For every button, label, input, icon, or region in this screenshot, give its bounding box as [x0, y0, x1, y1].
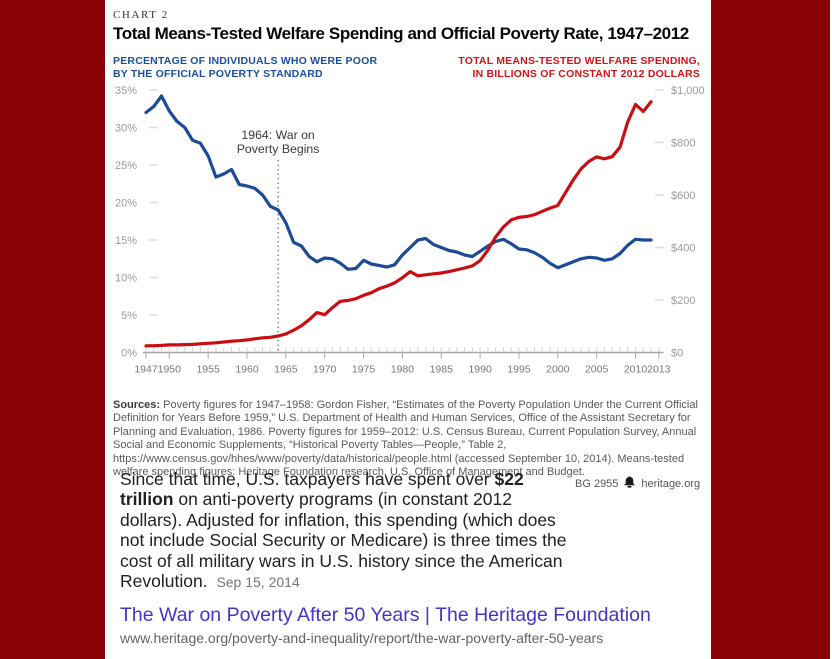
svg-text:30%: 30% [115, 122, 137, 134]
svg-text:2013: 2013 [647, 364, 671, 376]
snippet-bold: $22 trillion [120, 469, 524, 510]
result-link-title[interactable]: The War on Poverty After 50 Years | The … [120, 604, 651, 626]
chart-title: Total Means-Tested Welfare Spending and … [113, 24, 689, 43]
svg-text:20%: 20% [115, 197, 137, 209]
right-axis-header: TOTAL MEANS-TESTED WELFARE SPENDING, IN … [458, 55, 700, 81]
snippet-end: on anti-poverty programs (in constant 20… [120, 489, 567, 592]
attribution-site: heritage.org [641, 477, 701, 490]
result-url[interactable]: www.heritage.org/poverty-and-inequality/… [120, 630, 604, 646]
heritage-bell-icon [623, 476, 636, 491]
poverty-rate-line [144, 94, 653, 271]
svg-text:5%: 5% [121, 310, 137, 322]
snippet-start: Since that time, U.S. taxpayers have spe… [120, 469, 495, 489]
svg-text:$1,000: $1,000 [671, 86, 705, 97]
right-edge-sliver [830, 0, 832, 659]
left-axis-header-line1: PERCENTAGE OF INDIVIDUALS WHO WERE POOR [113, 55, 378, 67]
svg-text:1975: 1975 [352, 364, 376, 376]
svg-text:35%: 35% [115, 86, 137, 97]
svg-text:$200: $200 [671, 295, 695, 307]
welfare-spending-line [144, 100, 653, 348]
svg-text:1965: 1965 [274, 364, 298, 376]
report-id: BG 2955 [575, 477, 619, 490]
right-axis-header-line1: TOTAL MEANS-TESTED WELFARE SPENDING, [458, 55, 700, 67]
svg-text:$400: $400 [671, 242, 695, 254]
left-axis-header: PERCENTAGE OF INDIVIDUALS WHO WERE POOR … [113, 55, 377, 81]
svg-text:1960: 1960 [235, 364, 259, 376]
sources-text: Poverty figures for 1947–1958: Gordon Fi… [113, 399, 698, 479]
svg-text:0%: 0% [121, 347, 137, 359]
svg-text:1995: 1995 [507, 364, 531, 376]
svg-text:1955: 1955 [196, 364, 220, 376]
report-attribution: BG 2955 heritage.org [575, 476, 700, 491]
article-panel: CHART 2 Total Means-Tested Welfare Spend… [105, 0, 711, 659]
svg-text:$800: $800 [671, 137, 695, 149]
svg-text:1985: 1985 [430, 364, 454, 376]
svg-text:10%: 10% [115, 272, 137, 284]
right-axis-header-line2: IN BILLIONS OF CONSTANT 2012 DOLLARS [472, 68, 700, 80]
svg-text:1947: 1947 [134, 364, 158, 376]
svg-text:1980: 1980 [391, 364, 415, 376]
left-axis-header-line2: BY THE OFFICIAL POVERTY STANDARD [113, 68, 323, 80]
svg-text:25%: 25% [115, 160, 137, 172]
snippet-date: Sep 15, 2014 [216, 574, 300, 591]
sources-label: Sources: [113, 399, 161, 411]
svg-text:1970: 1970 [313, 364, 337, 376]
sources-note: Sources: Poverty figures for 1947–1958: … [113, 399, 710, 479]
svg-text:$0: $0 [671, 347, 683, 359]
svg-text:1990: 1990 [468, 364, 492, 376]
svg-text:$600: $600 [671, 190, 695, 202]
svg-text:2000: 2000 [546, 364, 570, 376]
annotation-line2: Poverty Begins [237, 142, 320, 156]
svg-text:1950: 1950 [158, 364, 182, 376]
svg-text:15%: 15% [115, 235, 137, 247]
welfare-poverty-line-chart: 0% 5% 10% 15% 20% 25% 30% 35% $0 $200 $400 $600 $800… [115, 86, 705, 376]
annotation-line1: 1964: War on [241, 128, 315, 142]
snippet-text: Since that time, U.S. taxpayers have spe… [120, 469, 576, 592]
chart-kicker: CHART 2 [113, 9, 169, 21]
svg-text:2010: 2010 [624, 364, 648, 376]
svg-text:2005: 2005 [585, 364, 609, 376]
